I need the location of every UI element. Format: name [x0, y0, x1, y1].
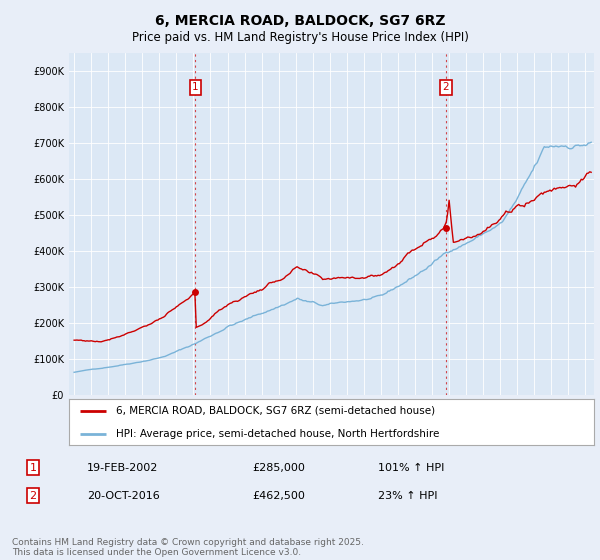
Text: £462,500: £462,500	[252, 491, 305, 501]
Text: 23% ↑ HPI: 23% ↑ HPI	[378, 491, 437, 501]
Text: HPI: Average price, semi-detached house, North Hertfordshire: HPI: Average price, semi-detached house,…	[116, 429, 440, 438]
Text: 1: 1	[29, 463, 37, 473]
Text: 2: 2	[442, 82, 449, 92]
Text: 20-OCT-2016: 20-OCT-2016	[87, 491, 160, 501]
Text: 6, MERCIA ROAD, BALDOCK, SG7 6RZ (semi-detached house): 6, MERCIA ROAD, BALDOCK, SG7 6RZ (semi-d…	[116, 406, 436, 416]
Text: 101% ↑ HPI: 101% ↑ HPI	[378, 463, 445, 473]
Text: Price paid vs. HM Land Registry's House Price Index (HPI): Price paid vs. HM Land Registry's House …	[131, 31, 469, 44]
Text: 2: 2	[29, 491, 37, 501]
Text: 19-FEB-2002: 19-FEB-2002	[87, 463, 158, 473]
Text: 1: 1	[192, 82, 199, 92]
Text: Contains HM Land Registry data © Crown copyright and database right 2025.
This d: Contains HM Land Registry data © Crown c…	[12, 538, 364, 557]
Text: £285,000: £285,000	[252, 463, 305, 473]
Text: 6, MERCIA ROAD, BALDOCK, SG7 6RZ: 6, MERCIA ROAD, BALDOCK, SG7 6RZ	[155, 14, 445, 28]
